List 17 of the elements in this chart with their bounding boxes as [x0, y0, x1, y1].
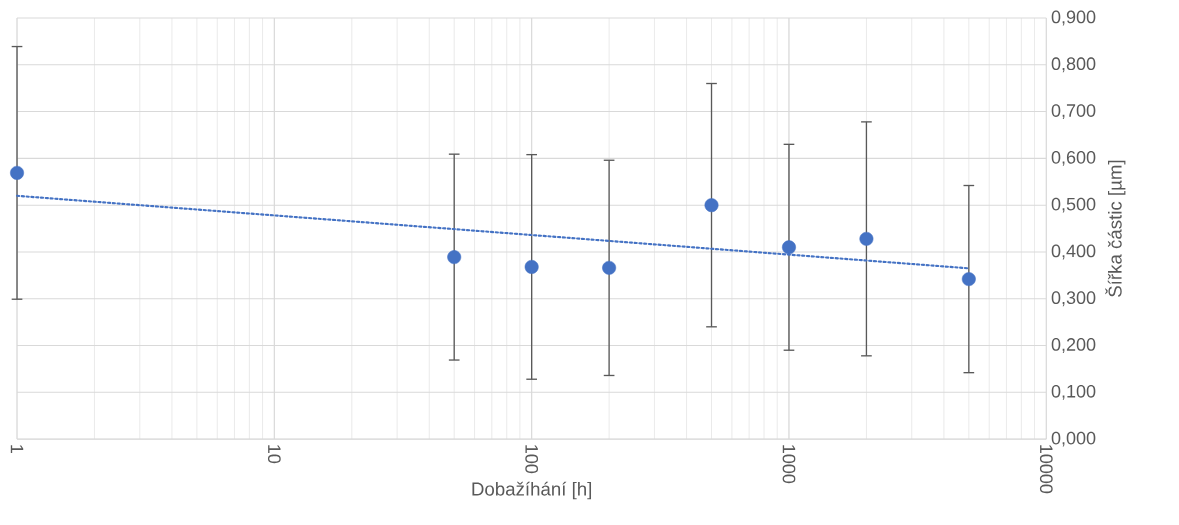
y-tick-label: 0,600 [1051, 150, 1096, 166]
y-tick-label: 0,400 [1051, 244, 1096, 260]
x-tick-label: 10 [267, 444, 281, 463]
y-axis-title: Šířka částic [µm] [1105, 160, 1126, 297]
x-tick-label: 100 [525, 444, 539, 473]
y-tick-label: 0,200 [1051, 337, 1096, 353]
y-tick-label: 0,100 [1051, 384, 1096, 400]
y-tick-label: 0,300 [1051, 291, 1096, 306]
y-tick-label: 0,800 [1051, 57, 1096, 72]
y-tick-label: 0,900 [1051, 10, 1096, 26]
y-tick-label: 0,500 [1051, 197, 1096, 213]
x-axis-title: Dobažíhání [h] [472, 481, 592, 500]
y-tick-label: 0,700 [1051, 103, 1096, 119]
x-tick-label: 1000 [782, 444, 796, 483]
x-tick-label: 1 [10, 444, 24, 453]
y-tick-label: 0,000 [1051, 431, 1096, 447]
x-tick-label: 10000 [1039, 444, 1053, 493]
